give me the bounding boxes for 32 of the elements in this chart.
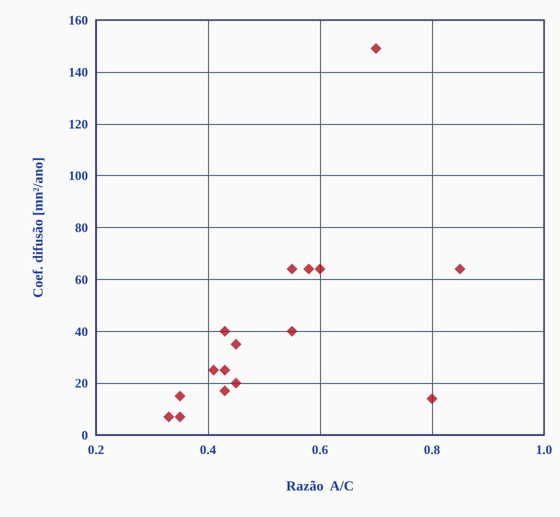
point (314, 264, 326, 274)
point (174, 411, 186, 422)
point (219, 385, 230, 396)
y-tick-label: 100 (68, 168, 88, 184)
y-tick-label: 60 (75, 272, 88, 287)
point (303, 264, 314, 274)
point (163, 411, 174, 422)
x-axis-title: Razão A/C (286, 480, 354, 494)
point (219, 326, 230, 337)
point (219, 364, 230, 376)
point (286, 326, 298, 337)
y-axis-title: Coef. difusão [mn²/ano] (32, 157, 46, 298)
x-tick-label: 0.4 (200, 442, 217, 457)
y-tick-label: 140 (68, 64, 88, 80)
y-tick-label: 20 (75, 376, 88, 391)
y-tick-label: 0 (82, 428, 88, 442)
point (286, 264, 298, 274)
point (230, 378, 242, 389)
x-tick-label: 0.2 (88, 442, 104, 457)
x-tick-label: 1.0 (536, 442, 552, 457)
point (454, 264, 466, 274)
point (174, 390, 186, 402)
point (426, 393, 438, 404)
point (230, 338, 242, 350)
y-tick-label: 80 (75, 220, 88, 235)
point (370, 43, 382, 54)
x-tick-label: 0.8 (424, 442, 441, 457)
point (208, 364, 220, 376)
y-tick-label: 40 (75, 324, 88, 339)
x-tick-label: 0.6 (312, 442, 329, 457)
y-tick-label: 120 (68, 116, 88, 132)
y-tick-label: 160 (68, 12, 88, 28)
